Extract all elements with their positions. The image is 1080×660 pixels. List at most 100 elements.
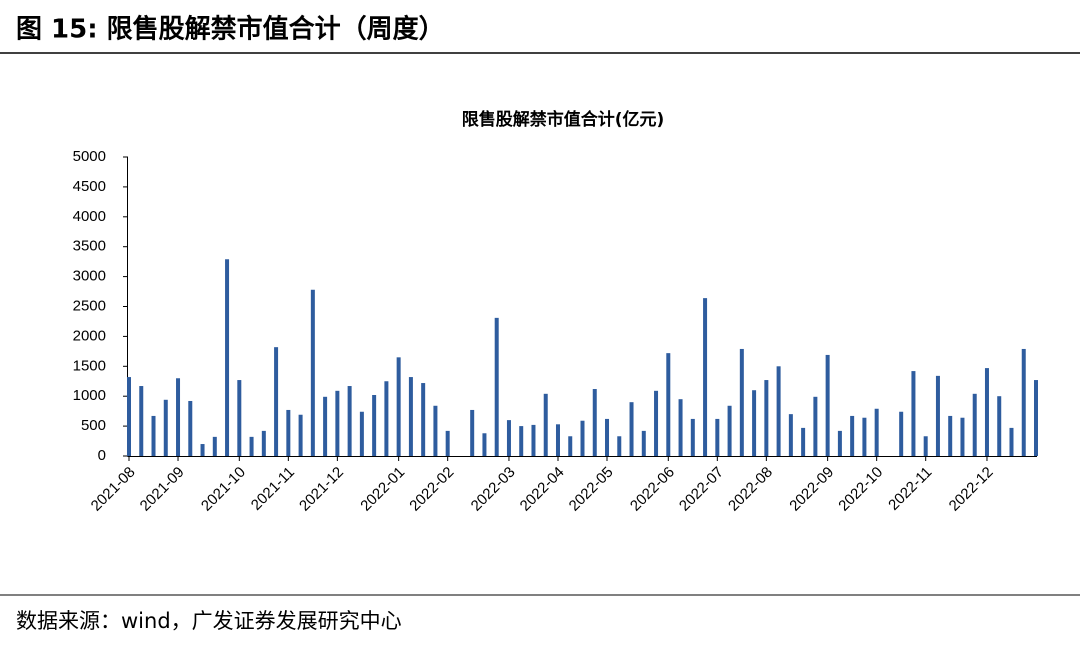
y-tick-label: 0 — [98, 447, 106, 464]
bar — [739, 348, 744, 456]
bar — [519, 426, 524, 456]
bar — [470, 409, 475, 456]
x-tick-label: 2022-03 — [468, 464, 519, 515]
bar — [752, 390, 757, 456]
bar — [298, 414, 303, 456]
bar — [972, 393, 977, 456]
bar — [396, 357, 401, 456]
bar — [249, 436, 254, 456]
x-tick-label: 2022-06 — [627, 464, 678, 515]
bar — [825, 354, 830, 456]
bar — [421, 383, 426, 456]
bar — [310, 289, 315, 456]
bar — [188, 400, 193, 456]
bar — [494, 317, 499, 456]
bar — [323, 396, 328, 456]
bar — [274, 347, 279, 456]
bar — [605, 418, 610, 456]
y-tick-label: 4500 — [73, 178, 106, 195]
bar — [408, 377, 413, 456]
bar — [1021, 348, 1026, 456]
x-tick-label: 2021-09 — [137, 464, 188, 515]
bar — [703, 298, 708, 456]
bar — [580, 420, 585, 456]
bar — [764, 380, 769, 456]
bar — [568, 436, 573, 456]
bar — [837, 430, 842, 456]
chart-title: 限售股解禁市值合计(亿元) — [462, 109, 665, 130]
y-tick-label: 1500 — [73, 357, 106, 374]
x-tick-label: 2022-05 — [566, 464, 617, 515]
x-tick-label: 2022-11 — [885, 464, 935, 514]
bar — [347, 386, 352, 456]
bar — [163, 399, 168, 456]
bar — [506, 420, 511, 456]
bar — [899, 411, 904, 456]
x-tick-label: 2022-10 — [835, 464, 886, 515]
bar — [237, 380, 242, 456]
x-tick-label: 2021-10 — [198, 464, 249, 515]
y-tick-label: 500 — [81, 417, 106, 434]
bar — [923, 436, 928, 456]
y-tick-label: 3000 — [73, 268, 106, 285]
bar — [531, 424, 536, 456]
bar — [629, 402, 634, 456]
bar — [433, 405, 438, 456]
bar — [715, 418, 720, 456]
y-tick-label: 1000 — [73, 387, 106, 404]
bar — [359, 411, 364, 456]
bar — [1034, 380, 1038, 456]
bar — [813, 396, 818, 456]
bar — [948, 415, 953, 456]
bar — [176, 378, 181, 456]
bar — [555, 424, 560, 456]
y-tick-label: 2500 — [73, 297, 106, 314]
bar — [139, 386, 144, 456]
bar — [151, 415, 156, 456]
x-tick-label: 2021-12 — [296, 464, 347, 515]
y-tick-label: 4000 — [73, 208, 106, 225]
bar — [261, 430, 266, 456]
x-tick-label: 2022-07 — [676, 464, 727, 515]
x-tick-label: 2022-01 — [357, 464, 408, 515]
bar — [850, 415, 855, 456]
bar — [690, 418, 695, 456]
x-tick-label: 2022-02 — [406, 464, 457, 515]
bar — [127, 377, 131, 456]
bar — [862, 417, 867, 456]
x-tick-label: 2022-08 — [725, 464, 776, 515]
bar — [678, 399, 683, 456]
y-tick-label: 2000 — [73, 327, 106, 344]
x-tick-label: 2022-09 — [786, 464, 837, 515]
bar — [960, 417, 965, 456]
y-tick-label: 3500 — [73, 238, 106, 255]
bar — [1009, 427, 1014, 456]
bar — [935, 375, 940, 456]
bar — [592, 389, 597, 456]
bar — [997, 396, 1002, 456]
x-tick-label: 2021-11 — [248, 464, 298, 514]
bar — [543, 393, 548, 456]
bar — [654, 390, 659, 456]
x-tick-label: 2022-12 — [946, 464, 997, 515]
x-tick-label: 2021-08 — [88, 464, 139, 515]
bar — [384, 381, 389, 456]
bar — [801, 427, 806, 456]
bar — [225, 259, 230, 456]
bar — [666, 353, 671, 456]
bar — [372, 395, 377, 456]
bar — [911, 371, 916, 456]
bar — [788, 414, 793, 456]
bar — [617, 436, 622, 456]
figure-title: 图 15: 限售股解禁市值合计（周度） — [16, 14, 445, 45]
bar — [727, 405, 732, 456]
source: 数据来源：wind，广发证券发展研究中心 — [16, 609, 402, 633]
bar — [874, 408, 879, 456]
bar — [641, 430, 646, 456]
bar — [286, 409, 291, 456]
bar — [984, 368, 989, 456]
y-tick-label: 5000 — [73, 148, 106, 165]
bar — [200, 444, 205, 456]
